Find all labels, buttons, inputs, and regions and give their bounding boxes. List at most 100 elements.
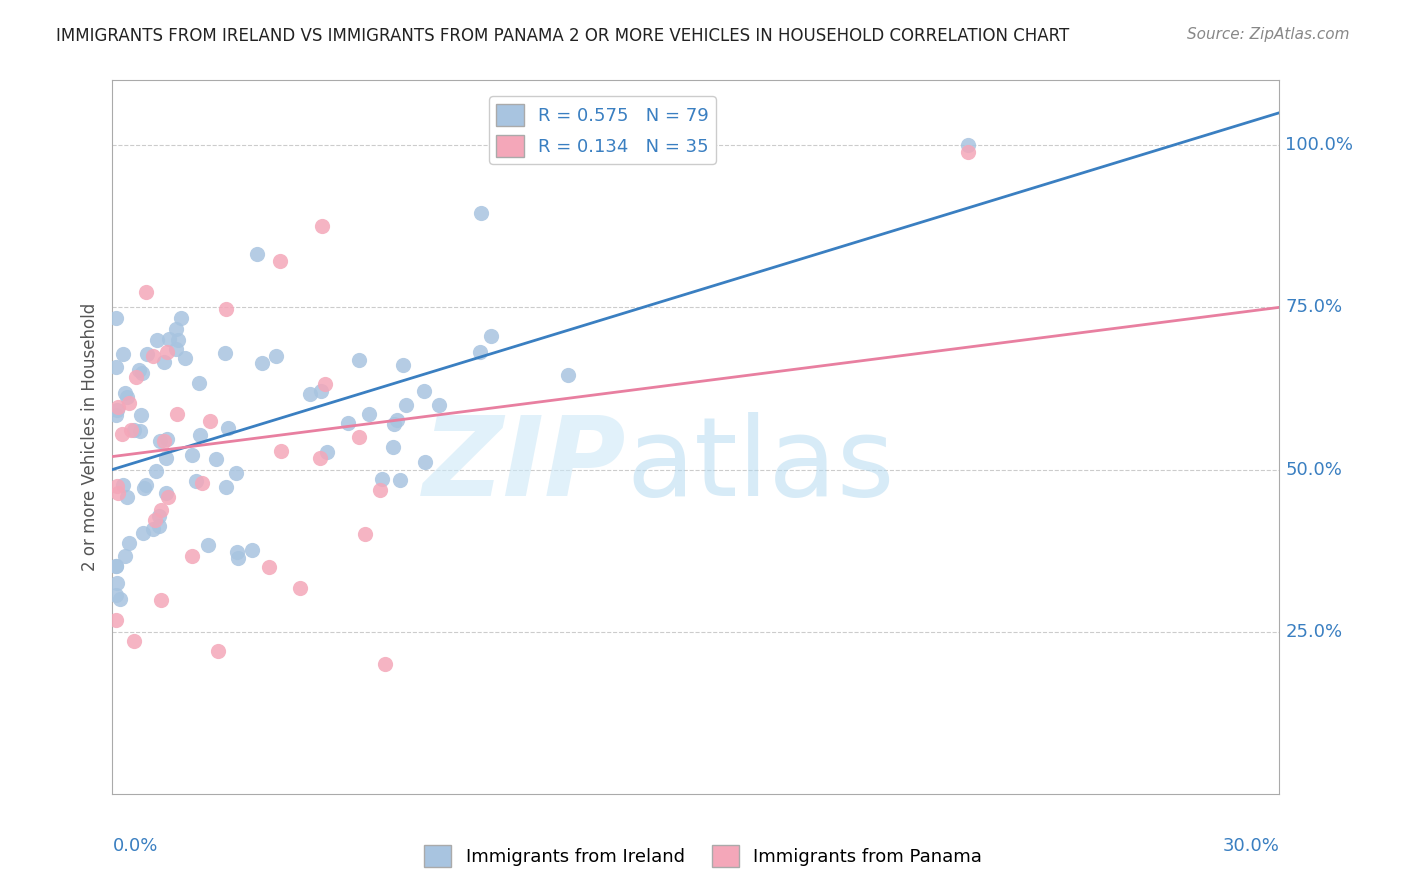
Point — [155, 486, 177, 500]
Text: ZIP: ZIP — [422, 412, 626, 519]
Point — [128, 363, 150, 377]
Point — [336, 416, 359, 430]
Point — [370, 472, 392, 486]
Point — [107, 485, 129, 500]
Point — [205, 452, 228, 467]
Point — [427, 398, 450, 412]
Point — [105, 559, 128, 574]
Point — [181, 448, 204, 462]
Point — [382, 440, 405, 454]
Point — [198, 414, 221, 428]
Point — [112, 477, 135, 491]
Point — [124, 634, 146, 648]
Point — [105, 588, 128, 602]
Y-axis label: 2 or more Vehicles in Household: 2 or more Vehicles in Household — [80, 303, 98, 571]
Point — [141, 523, 163, 537]
Point — [311, 219, 333, 233]
Point — [146, 333, 169, 347]
Point — [132, 525, 155, 540]
Point — [181, 549, 204, 563]
Text: 100.0%: 100.0% — [1285, 136, 1354, 154]
Point — [149, 434, 172, 448]
Point — [389, 473, 412, 487]
Point — [129, 408, 152, 422]
Point — [148, 519, 170, 533]
Point — [165, 342, 187, 356]
Point — [135, 477, 157, 491]
Legend: Immigrants from Ireland, Immigrants from Panama: Immigrants from Ireland, Immigrants from… — [416, 838, 990, 874]
Point — [145, 464, 167, 478]
Point — [207, 644, 229, 658]
Point — [142, 349, 165, 363]
Point — [257, 559, 280, 574]
Point — [266, 349, 288, 363]
Point — [191, 475, 214, 490]
Point — [105, 310, 128, 325]
Point — [250, 356, 273, 370]
Point — [226, 551, 249, 566]
Text: 30.0%: 30.0% — [1223, 837, 1279, 855]
Point — [468, 345, 491, 359]
Point — [107, 401, 129, 415]
Text: 25.0%: 25.0% — [1285, 623, 1343, 640]
Point — [131, 366, 153, 380]
Point — [349, 430, 371, 444]
Point — [215, 302, 238, 317]
Point — [349, 353, 371, 368]
Point — [111, 347, 134, 361]
Point — [125, 370, 148, 384]
Point — [148, 508, 170, 523]
Point — [150, 503, 173, 517]
Point — [115, 490, 138, 504]
Point — [105, 575, 128, 590]
Point — [165, 321, 187, 335]
Point — [166, 407, 188, 421]
Point — [269, 254, 291, 268]
Point — [479, 329, 502, 343]
Point — [105, 613, 128, 627]
Point — [385, 413, 408, 427]
Point — [122, 423, 145, 437]
Point — [166, 333, 188, 347]
Point — [156, 345, 179, 359]
Point — [134, 481, 156, 495]
Point — [316, 445, 339, 459]
Point — [155, 450, 177, 465]
Point — [105, 408, 128, 422]
Point — [309, 451, 332, 466]
Point — [157, 332, 180, 346]
Point — [214, 346, 236, 360]
Point — [299, 387, 322, 401]
Point — [391, 358, 413, 372]
Point — [153, 434, 176, 448]
Text: atlas: atlas — [626, 412, 894, 519]
Point — [186, 474, 208, 488]
Point — [105, 559, 128, 574]
Point — [188, 428, 211, 442]
Point — [957, 145, 980, 159]
Point — [246, 247, 269, 261]
Point — [157, 490, 180, 504]
Text: Source: ZipAtlas.com: Source: ZipAtlas.com — [1187, 27, 1350, 42]
Point — [354, 527, 377, 541]
Point — [118, 396, 141, 410]
Point — [225, 466, 247, 480]
Point — [685, 138, 707, 153]
Text: 0.0%: 0.0% — [112, 837, 157, 855]
Point — [135, 285, 157, 299]
Point — [150, 593, 173, 607]
Point — [129, 424, 152, 438]
Point — [117, 391, 139, 405]
Point — [226, 545, 249, 559]
Point — [136, 347, 159, 361]
Point — [374, 657, 396, 672]
Point — [394, 398, 416, 412]
Point — [156, 433, 179, 447]
Point — [143, 512, 166, 526]
Text: IMMIGRANTS FROM IRELAND VS IMMIGRANTS FROM PANAMA 2 OR MORE VEHICLES IN HOUSEHOL: IMMIGRANTS FROM IRELAND VS IMMIGRANTS FR… — [56, 27, 1070, 45]
Point — [217, 421, 239, 435]
Point — [413, 455, 436, 469]
Point — [557, 368, 579, 382]
Point — [108, 592, 131, 607]
Point — [240, 542, 263, 557]
